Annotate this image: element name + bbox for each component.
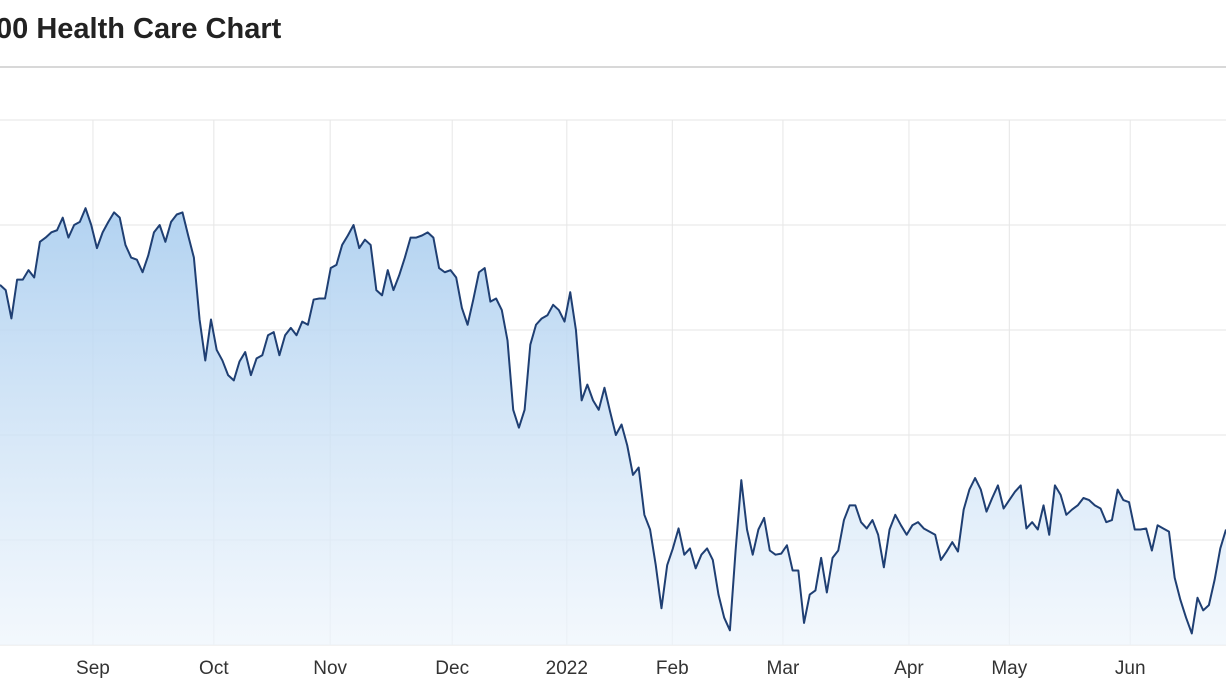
x-tick-label: Dec xyxy=(435,658,469,679)
x-tick-label: Feb xyxy=(656,658,689,679)
line xyxy=(0,207,1226,635)
chart-title: 00 Health Care Chart xyxy=(0,13,282,45)
x-tick-label: Jun xyxy=(1115,658,1146,679)
x-tick-label: 2022 xyxy=(546,658,588,679)
x-tick-label: Apr xyxy=(894,658,924,679)
x-axis: Sep Oct Nov Dec 2022 Feb Mar Apr May Jun xyxy=(76,658,1145,679)
x-tick-label: Mar xyxy=(767,658,800,679)
x-tick-label: May xyxy=(991,658,1027,679)
x-tick-label: Nov xyxy=(313,658,347,679)
x-tick-label: Sep xyxy=(76,658,110,679)
plot xyxy=(0,207,1226,645)
x-tick-label: Oct xyxy=(199,658,229,679)
